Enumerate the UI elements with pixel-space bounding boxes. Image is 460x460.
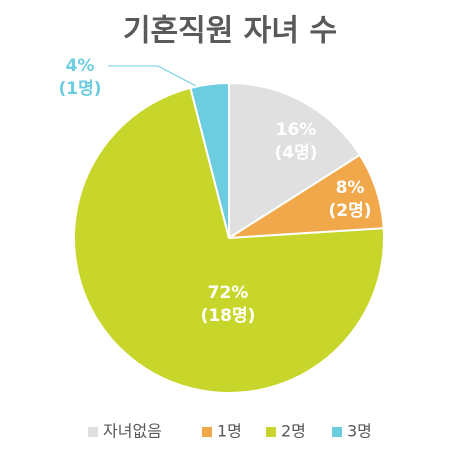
- pie-slice: [189, 81, 230, 239]
- data-label: 16%: [276, 120, 317, 140]
- legend-label: 2명: [281, 422, 306, 441]
- data-label: 4%: [66, 56, 95, 76]
- legend-label: 자녀없음: [103, 422, 162, 441]
- data-label: 8%: [336, 178, 365, 198]
- data-label: 72%: [208, 283, 249, 303]
- legend-label: 3명: [347, 422, 372, 441]
- data-label: (4명): [274, 143, 317, 163]
- leader-line: [108, 65, 201, 89]
- legend-swatch: [202, 427, 212, 437]
- pie-slice: [228, 81, 362, 240]
- chart-title: 기혼직원 자녀 수: [123, 14, 337, 49]
- legend-swatch: [332, 427, 342, 437]
- legend-swatch: [266, 427, 276, 437]
- data-label: (18명): [201, 306, 256, 326]
- data-label: (2명): [328, 201, 371, 221]
- legend-label: 1명: [217, 422, 242, 441]
- data-label: (1명): [58, 79, 101, 99]
- pie-slice: [73, 86, 385, 394]
- legend-swatch: [88, 427, 98, 437]
